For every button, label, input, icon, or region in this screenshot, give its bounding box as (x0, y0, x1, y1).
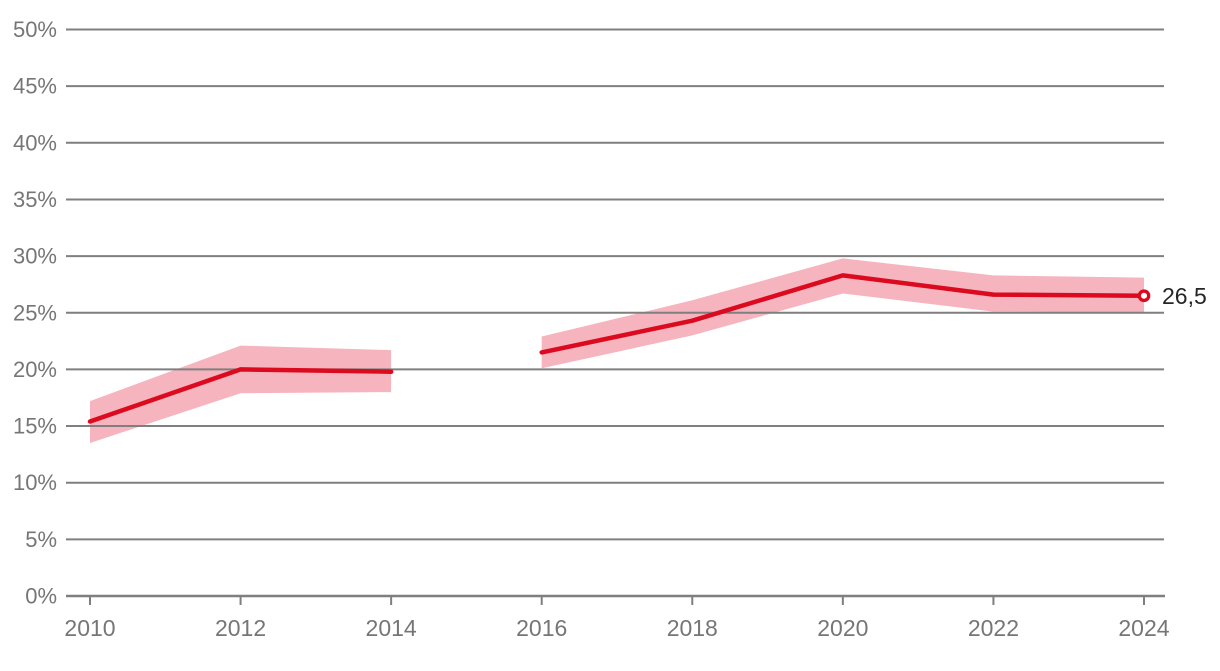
x-axis-tick-label: 2014 (366, 615, 417, 641)
y-axis-tick-label: 40% (13, 130, 57, 155)
end-value-label: 26,5 (1162, 283, 1207, 309)
data-line (87, 367, 394, 424)
y-axis-tick-label: 35% (13, 187, 57, 212)
y-axis-tick-label: 0% (25, 584, 57, 609)
x-axis-tick-label: 2018 (667, 615, 718, 641)
x-axis-tick-label: 2020 (817, 615, 868, 641)
end-point-marker (1137, 289, 1151, 303)
x-axis-tick-label: 2012 (215, 615, 266, 641)
y-axis-tick-label: 50% (13, 17, 57, 42)
y-axis-tick-label: 25% (13, 300, 57, 325)
x-axis-tick-label: 2024 (1118, 615, 1169, 641)
y-axis-tick-label: 20% (13, 357, 57, 382)
x-axis-tick-label: 2022 (968, 615, 1019, 641)
y-axis-tick-label: 10% (13, 470, 57, 495)
y-axis-tick-label: 15% (13, 414, 57, 439)
data-line (539, 273, 1147, 355)
confidence-band (541, 258, 1144, 369)
x-axis-tick-label: 2010 (64, 615, 115, 641)
y-axis-tick-label: 5% (25, 527, 57, 552)
y-axis-tick-label: 45% (13, 74, 57, 99)
y-axis-tick-label: 30% (13, 244, 57, 269)
x-axis-tick-label: 2016 (516, 615, 567, 641)
